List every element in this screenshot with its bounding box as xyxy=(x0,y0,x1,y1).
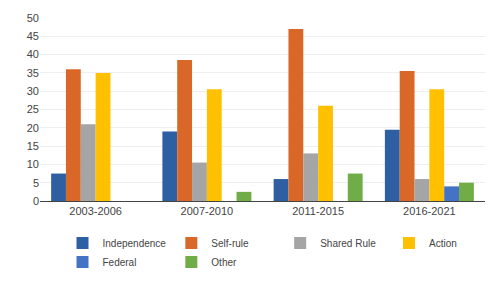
svg-text:Other: Other xyxy=(211,257,237,268)
svg-text:35: 35 xyxy=(27,67,39,79)
svg-text:Independence: Independence xyxy=(103,238,167,249)
svg-text:10: 10 xyxy=(27,158,39,170)
svg-text:25: 25 xyxy=(27,103,39,115)
svg-text:Action: Action xyxy=(429,238,457,249)
svg-text:50: 50 xyxy=(27,12,39,24)
svg-text:20: 20 xyxy=(27,122,39,134)
svg-text:45: 45 xyxy=(27,30,39,42)
svg-text:40: 40 xyxy=(27,48,39,60)
svg-text:2007-2010: 2007-2010 xyxy=(181,205,234,217)
svg-text:2011-2015: 2011-2015 xyxy=(292,205,344,217)
svg-text:30: 30 xyxy=(27,85,39,97)
svg-text:0: 0 xyxy=(33,195,39,207)
svg-text:2016-2021: 2016-2021 xyxy=(403,205,456,217)
svg-text:Federal: Federal xyxy=(103,257,137,268)
svg-text:15: 15 xyxy=(27,140,39,152)
svg-text:5: 5 xyxy=(33,177,39,189)
svg-text:2003-2006: 2003-2006 xyxy=(69,205,122,217)
svg-text:Shared Rule: Shared Rule xyxy=(320,238,376,249)
svg-text:Self-rule: Self-rule xyxy=(211,238,249,249)
